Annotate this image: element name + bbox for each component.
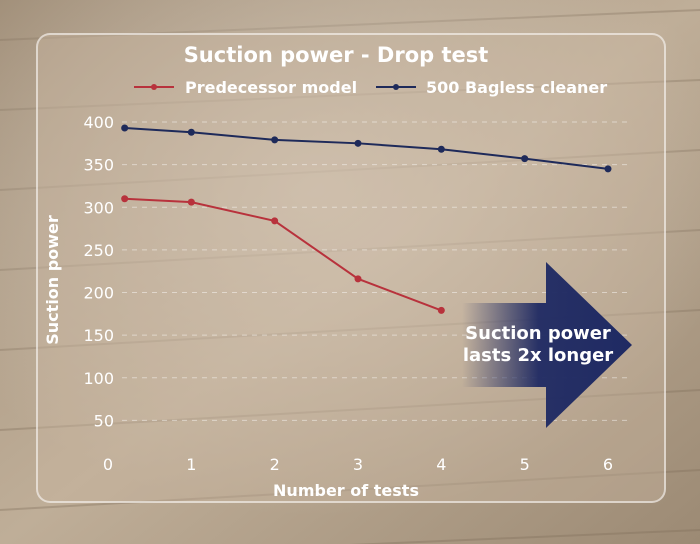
data-point-s1-5 xyxy=(521,155,529,163)
data-point-s1-2 xyxy=(271,136,279,144)
x-tick-label-4: 4 xyxy=(436,455,446,474)
y-tick-label-250: 250 xyxy=(83,241,114,260)
y-tick-label-200: 200 xyxy=(83,284,114,303)
data-point-s1-1 xyxy=(187,128,195,136)
y-axis-label: Suction power xyxy=(43,215,62,345)
callout-arrow: Suction power lasts 2x longer xyxy=(462,262,632,428)
x-tick-label-5: 5 xyxy=(520,455,530,474)
y-tick-label-300: 300 xyxy=(83,198,114,217)
data-point-s0-3 xyxy=(354,275,362,283)
data-point-s0-0 xyxy=(121,195,129,203)
x-tick-label-0: 0 xyxy=(103,455,113,474)
data-point-s1-6 xyxy=(604,165,612,173)
legend-label-bagless: 500 Bagless cleaner xyxy=(426,78,607,97)
y-tick-label-400: 400 xyxy=(83,113,114,132)
y-tick-label-100: 100 xyxy=(83,369,114,388)
legend-label-predecessor: Predecessor model xyxy=(185,78,357,97)
data-point-s0-4 xyxy=(437,306,445,314)
x-tick-label-3: 3 xyxy=(353,455,363,474)
series-line-1 xyxy=(124,126,609,170)
callout-text-line2: lasts 2x longer xyxy=(463,345,613,366)
y-axis-ticks: 50 100 150 200 250 300 350 400 xyxy=(83,113,114,430)
callout-text-line1: Suction power xyxy=(465,323,611,344)
y-tick-label-150: 150 xyxy=(83,326,114,345)
chart-title: Suction power - Drop test xyxy=(184,43,489,67)
y-tick-label-350: 350 xyxy=(83,156,114,175)
legend: Predecessor model 500 Bagless cleaner xyxy=(134,78,607,97)
x-tick-label-2: 2 xyxy=(270,455,280,474)
data-point-s1-3 xyxy=(354,139,362,147)
x-axis-ticks: 0 1 2 3 4 5 6 xyxy=(103,455,613,474)
legend-marker-predecessor xyxy=(151,84,157,90)
chart-panel xyxy=(36,33,666,503)
data-point-s1-0 xyxy=(121,124,129,132)
series-line-0 xyxy=(124,197,442,312)
series-group xyxy=(121,124,612,314)
data-point-s1-4 xyxy=(437,145,445,153)
arrow-shape xyxy=(462,262,632,428)
y-tick-label-50: 50 xyxy=(94,411,114,430)
x-tick-label-6: 6 xyxy=(603,455,613,474)
data-point-s0-2 xyxy=(271,217,279,225)
legend-marker-bagless xyxy=(393,84,399,90)
x-axis-label: Number of tests xyxy=(273,481,419,500)
x-tick-label-1: 1 xyxy=(186,455,196,474)
data-point-s0-1 xyxy=(187,198,195,206)
